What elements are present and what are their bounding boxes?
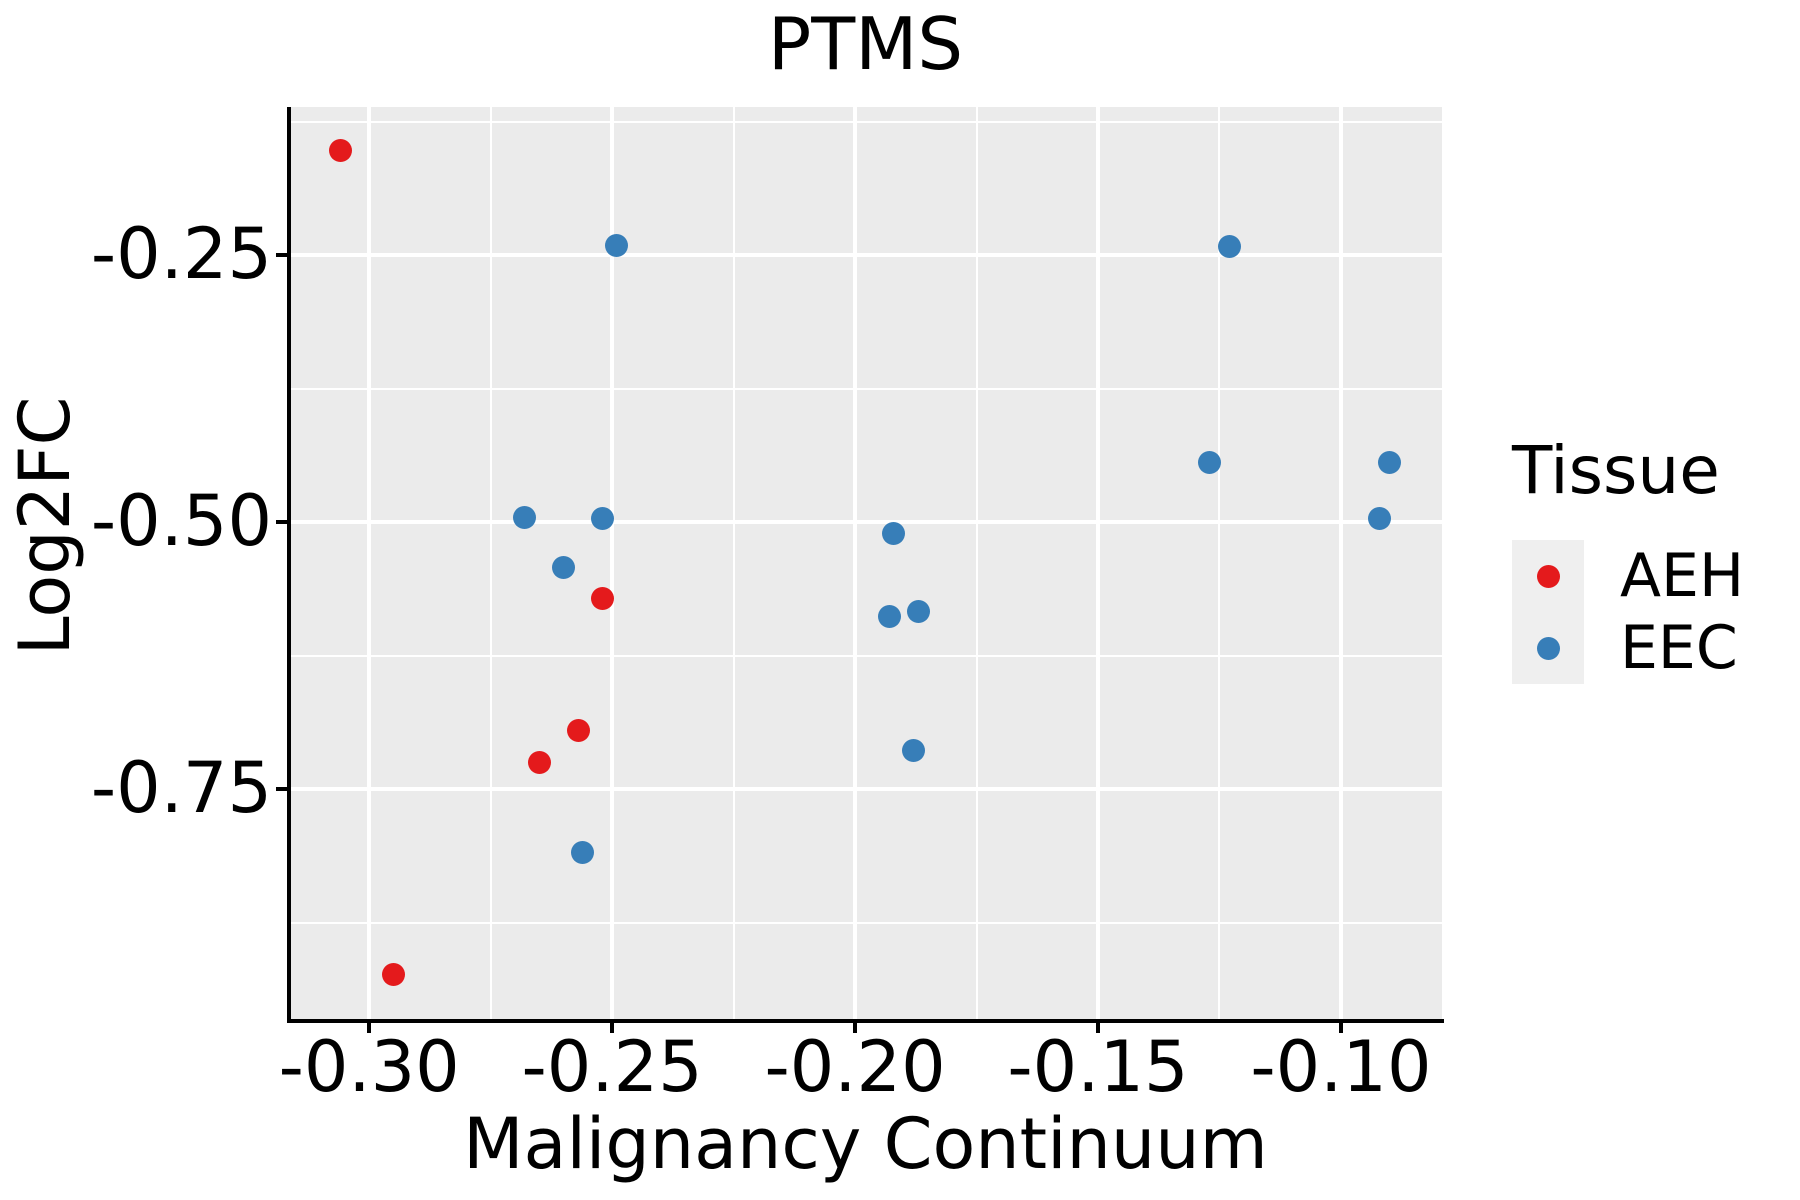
- y-tick-mark: [276, 253, 287, 258]
- data-point-aeh: [566, 718, 590, 742]
- data-point-eec: [605, 233, 629, 257]
- data-point-aeh: [328, 138, 352, 162]
- x-major-gridline: [367, 107, 371, 1021]
- data-point-aeh: [590, 587, 614, 611]
- x-minor-gridline: [1218, 107, 1221, 1021]
- x-tick-mark: [1095, 1022, 1100, 1033]
- chart-title: PTMS: [767, 2, 964, 86]
- y-tick-mark: [276, 520, 287, 525]
- data-point-eec: [590, 507, 614, 531]
- legend-entries: AEH EEC: [1512, 540, 1744, 684]
- y-axis-label: Log2FC: [4, 396, 86, 656]
- plot-panel: [289, 107, 1442, 1021]
- data-point-eec: [1198, 450, 1222, 474]
- data-point-aeh: [527, 750, 551, 774]
- data-point-eec: [882, 522, 906, 546]
- x-minor-gridline: [975, 107, 978, 1021]
- legend-title: Tissue: [1512, 432, 1720, 509]
- legend: Tissue AEH EEC: [1512, 438, 1744, 684]
- legend-key: [1512, 540, 1584, 612]
- y-major-gridline: [289, 520, 1442, 524]
- legend-dot-icon: [1536, 564, 1560, 588]
- data-point-eec: [513, 506, 537, 530]
- y-minor-gridline: [289, 921, 1442, 924]
- data-point-aeh: [381, 963, 405, 987]
- x-tick-mark: [610, 1022, 615, 1033]
- x-major-gridline: [853, 107, 857, 1021]
- legend-key: [1512, 612, 1584, 684]
- y-tick-label: -0.75: [90, 747, 272, 830]
- y-minor-gridline: [289, 120, 1442, 123]
- data-point-eec: [901, 739, 925, 763]
- y-axis-line: [287, 107, 291, 1023]
- legend-label: AEH: [1620, 541, 1745, 611]
- x-tick-mark: [853, 1022, 858, 1033]
- y-minor-gridline: [289, 654, 1442, 657]
- data-point-eec: [877, 604, 901, 628]
- x-tick-label: -0.10: [1250, 1026, 1432, 1108]
- y-tick-label: -0.50: [90, 480, 272, 563]
- x-minor-gridline: [732, 107, 735, 1021]
- data-point-eec: [571, 840, 595, 864]
- data-point-eec: [552, 556, 576, 580]
- y-tick-label: -0.25: [90, 213, 272, 296]
- data-point-eec: [1368, 507, 1392, 531]
- legend-dot-icon: [1536, 636, 1560, 660]
- data-point-eec: [1378, 450, 1402, 474]
- x-minor-gridline: [489, 107, 492, 1021]
- x-axis-label: Malignancy Continuum: [463, 1103, 1268, 1185]
- y-minor-gridline: [289, 387, 1442, 390]
- y-major-gridline: [289, 253, 1442, 257]
- legend-entry-aeh: AEH: [1512, 540, 1744, 612]
- data-point-eec: [906, 600, 930, 624]
- y-tick-mark: [276, 787, 287, 792]
- legend-entry-eec: EEC: [1512, 612, 1744, 684]
- legend-label: EEC: [1620, 613, 1738, 683]
- x-tick-label: -0.20: [764, 1026, 946, 1108]
- data-point-eec: [1217, 234, 1241, 258]
- x-tick-label: -0.25: [521, 1026, 703, 1108]
- x-axis-line: [287, 1019, 1444, 1023]
- x-major-gridline: [610, 107, 614, 1021]
- x-major-gridline: [1339, 107, 1343, 1021]
- x-tick-label: -0.30: [278, 1026, 460, 1108]
- x-tick-mark: [367, 1022, 372, 1033]
- y-major-gridline: [289, 787, 1442, 791]
- x-tick-label: -0.15: [1007, 1026, 1189, 1108]
- x-major-gridline: [1096, 107, 1100, 1021]
- x-tick-mark: [1338, 1022, 1343, 1033]
